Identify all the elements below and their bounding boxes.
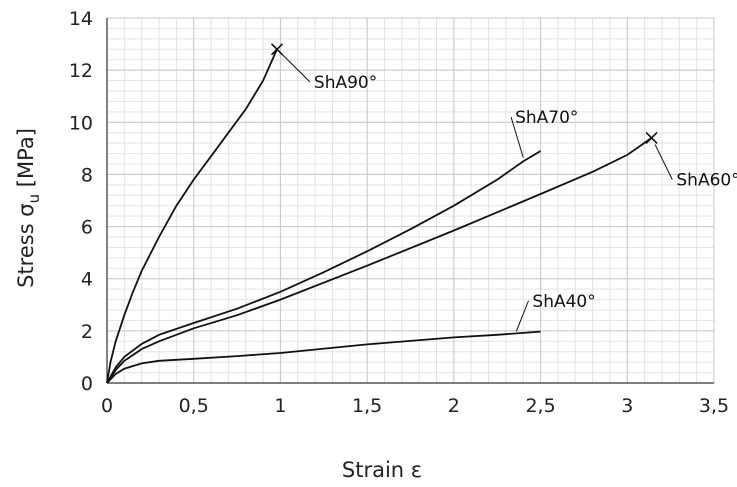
label-leader-line [654, 144, 673, 180]
series-label: ShA40° [532, 292, 595, 312]
y-axis-title-main: Stress σ [14, 203, 38, 288]
tick-labels: 0 0,5 1 1,5 2 2,5 3 3,5 0 2 4 6 8 10 12 14 [69, 8, 729, 417]
series-label: ShA60° [676, 171, 737, 191]
x-tick-label: 2 [448, 395, 460, 417]
y-tick-label: 10 [69, 112, 93, 134]
y-tick-label: 0 [81, 373, 93, 395]
y-tick-label: 12 [69, 60, 93, 82]
x-tick-label: 3,5 [699, 395, 729, 417]
y-axis-title: Stress σu [MPa] [14, 128, 43, 288]
x-tick-label: 0 [101, 395, 113, 417]
series-line [106, 330, 541, 384]
x-tick-label: 2,5 [525, 395, 555, 417]
y-axis-title-unit: [MPa] [14, 128, 38, 194]
x-tick-label: 3 [621, 395, 633, 417]
series-line [106, 150, 542, 384]
series-labels: ShA90° ShA70° ShA60° ShA40° [276, 48, 737, 332]
end-marker-x [645, 131, 658, 144]
y-tick-label: 6 [81, 217, 93, 239]
grid [106, 17, 715, 384]
y-tick-label: 8 [81, 164, 93, 186]
y-tick-label: 4 [81, 269, 93, 291]
x-tick-label: 1 [274, 395, 286, 417]
x-axis-title: Strain ε [342, 458, 422, 482]
series-lines [106, 43, 658, 384]
series-line [106, 48, 278, 384]
series-line [106, 137, 653, 384]
label-leader-line [510, 116, 524, 158]
y-axis-title-subscript: u [25, 194, 43, 204]
series-label: ShA90° [314, 73, 377, 93]
x-tick-label: 1,5 [352, 395, 382, 417]
label-leader-line [276, 48, 311, 83]
axes [106, 18, 714, 384]
x-tick-label: 0,5 [179, 395, 209, 417]
label-leader-line [515, 300, 529, 332]
series-label: ShA70° [515, 108, 578, 128]
y-tick-label: 14 [69, 8, 93, 30]
y-tick-label: 2 [81, 321, 93, 343]
